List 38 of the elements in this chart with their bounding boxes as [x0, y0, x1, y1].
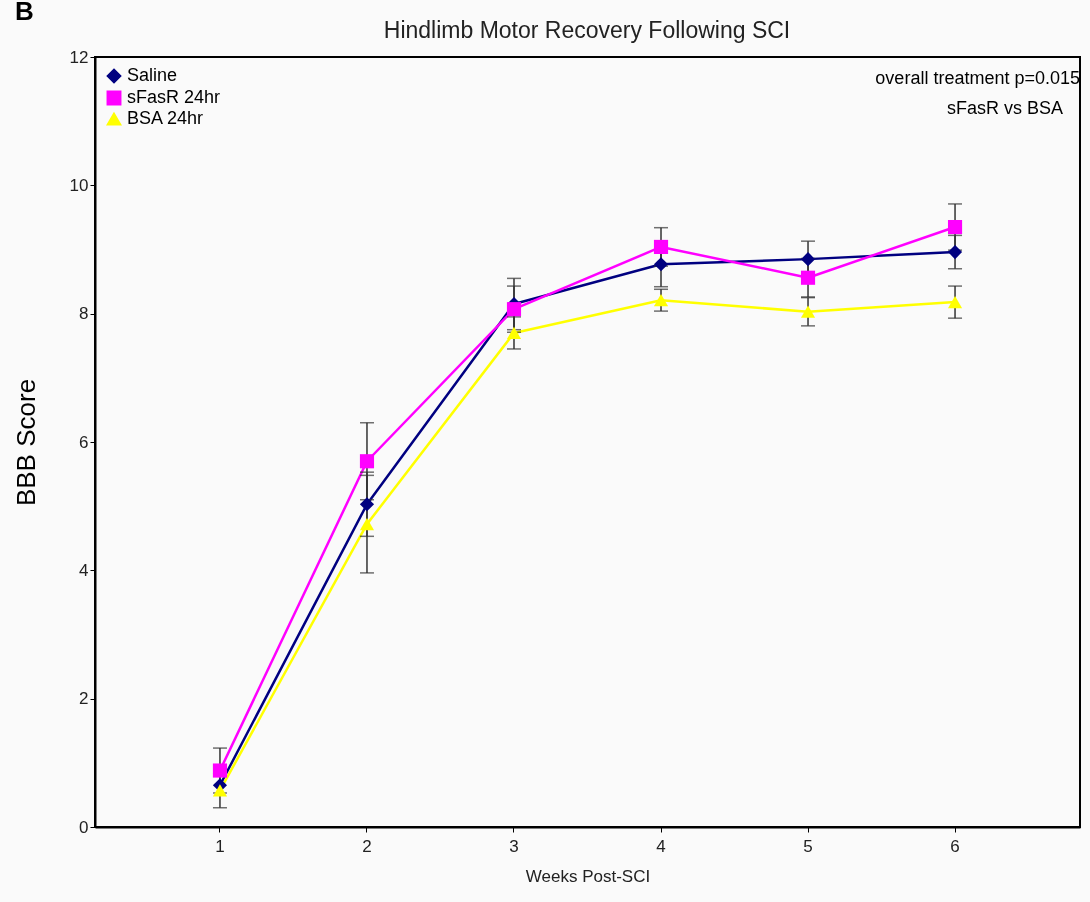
x-axis-title: Weeks Post-SCI: [525, 866, 651, 886]
y-tick-label: 6: [79, 432, 89, 452]
y-tick-label: 2: [79, 689, 89, 709]
annotation: sFasR vs BSA: [946, 98, 1064, 118]
point: [359, 518, 375, 531]
y-tick-label: 8: [79, 304, 89, 324]
x-tick-label: 2: [362, 836, 372, 856]
x-tick-label: 1: [215, 836, 225, 856]
y-tick-label: 4: [79, 560, 89, 580]
point: [653, 257, 669, 272]
point: [506, 326, 522, 340]
point: [212, 784, 228, 797]
chart-title: Hindlimb Motor Recovery Following SCI: [383, 17, 791, 43]
point: [653, 239, 669, 254]
legend-label: sFasR 24hr: [127, 87, 221, 107]
y-axis-title: BBB Score: [10, 378, 41, 507]
point: [653, 294, 669, 307]
point: [947, 219, 963, 235]
x-tick-label: 5: [803, 836, 813, 856]
point: [212, 763, 228, 778]
y-tick-label: 12: [69, 47, 89, 67]
x-tick-label: 4: [656, 836, 666, 856]
x-tick-label: 6: [950, 836, 960, 856]
point: [359, 454, 375, 469]
legend-label: Saline: [127, 65, 178, 85]
point: [800, 305, 816, 318]
y-tick-label: 10: [69, 175, 89, 195]
y-tick-label: 0: [79, 817, 89, 837]
point: [800, 270, 816, 285]
point: [800, 252, 816, 267]
point: [947, 245, 963, 260]
annotation: overall treatment p=0.015: [875, 68, 1080, 88]
text: B: [15, 0, 34, 26]
point: [506, 302, 522, 317]
point: [947, 295, 963, 309]
point: [359, 497, 375, 512]
legend-label: BSA 24hr: [127, 108, 204, 128]
x-tick-label: 3: [509, 836, 519, 856]
